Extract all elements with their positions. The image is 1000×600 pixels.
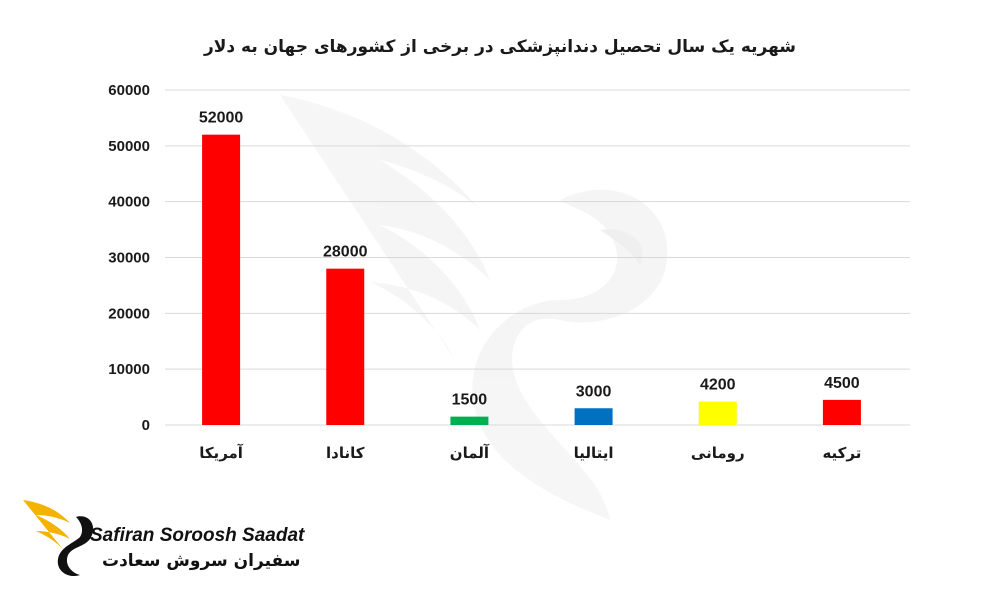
x-axis: آمریکا کانادا آلمان ایتالیا رومانی ترکیه (199, 444, 861, 462)
x-tick-label: کانادا (326, 444, 365, 462)
data-label: 3000 (576, 383, 612, 400)
swan-logo-icon (23, 500, 94, 577)
y-tick-label: 0 (142, 417, 150, 434)
y-tick-label: 60000 (108, 82, 150, 99)
brand-name-fa: سفیران سروش سعادت (102, 551, 301, 571)
data-label: 28000 (323, 244, 368, 261)
y-tick-label: 10000 (108, 361, 150, 378)
x-tick-label: رومانی (691, 444, 745, 462)
y-tick-label: 40000 (108, 194, 150, 211)
bar (574, 408, 613, 425)
data-label: 52000 (199, 110, 244, 127)
x-tick-label: آلمان (450, 444, 490, 462)
x-tick-label: آمریکا (199, 444, 244, 462)
bar (326, 268, 365, 425)
brand-name-en: Safiran Soroosh Saadat (90, 525, 305, 546)
watermark-swan (280, 95, 668, 521)
bar (698, 401, 737, 425)
gridlines (165, 89, 910, 426)
data-label: 4200 (700, 377, 736, 394)
bar (450, 416, 489, 425)
x-tick-label: ترکیه (822, 444, 861, 462)
y-tick-label: 20000 (108, 305, 150, 322)
y-tick-label: 50000 (108, 138, 150, 155)
bar (822, 399, 861, 425)
y-tick-label: 30000 (108, 250, 150, 267)
data-label: 1500 (452, 392, 488, 409)
brand-logo: Safiran Soroosh Saadat سفیران سروش سعادت (18, 495, 308, 585)
bar (202, 134, 241, 425)
data-label: 4500 (824, 375, 860, 392)
bars (202, 134, 861, 425)
chart-title: شهریه یک سال تحصیل دندانپزشکی در برخی از… (203, 37, 796, 57)
data-labels: 52000 28000 1500 3000 4200 4500 (199, 110, 860, 409)
x-tick-label: ایتالیا (574, 444, 614, 462)
y-axis: 0 10000 20000 30000 40000 50000 60000 (108, 82, 150, 434)
